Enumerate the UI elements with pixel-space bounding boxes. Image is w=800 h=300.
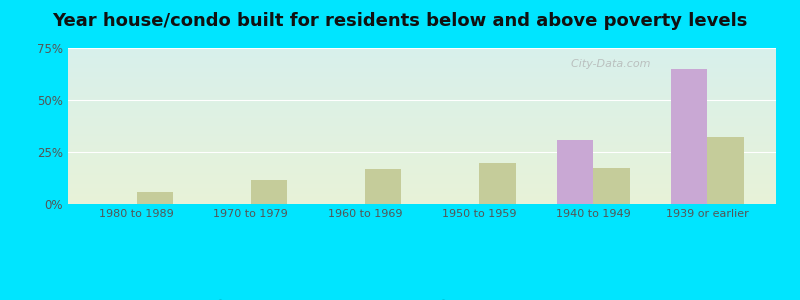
Bar [671, 69, 707, 204]
Bar [557, 140, 594, 204]
Text: City-Data.com: City-Data.com [563, 59, 650, 69]
Text: Year house/condo built for residents below and above poverty levels: Year house/condo built for residents bel… [52, 12, 748, 30]
Legend: Owners below poverty level, Owners above poverty level: Owners below poverty level, Owners above… [202, 296, 642, 300]
Bar [707, 137, 744, 204]
Bar [250, 180, 287, 204]
Bar [594, 168, 630, 204]
Bar [479, 164, 516, 204]
Bar [365, 169, 402, 204]
Bar [137, 191, 173, 204]
